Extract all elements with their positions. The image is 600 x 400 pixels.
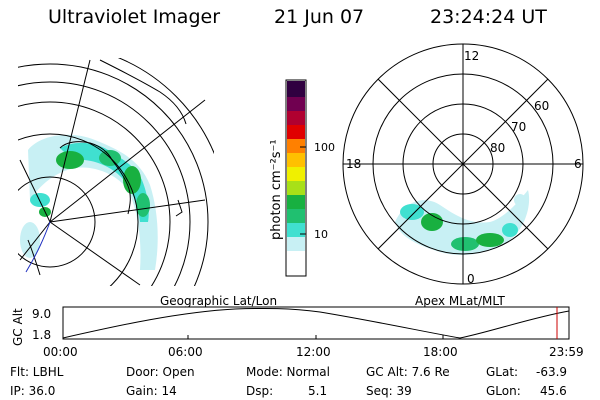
gc-alt-status: GC Alt: 7.6 Re <box>366 365 450 379</box>
mlt-label-6: 6 <box>574 157 582 171</box>
svg-text:10: 10 <box>314 228 328 241</box>
svg-text:00:00: 00:00 <box>43 345 78 359</box>
svg-text:18:00: 18:00 <box>423 345 458 359</box>
instrument-title: Ultraviolet Imager <box>48 6 221 28</box>
altitude-tick-9: 9.0 <box>32 307 51 321</box>
svg-text:9.0: 9.0 <box>32 307 51 321</box>
svg-text:Apex MLat/MLT: Apex MLat/MLT <box>415 294 505 308</box>
gain-status: Gain: 14 <box>126 384 177 398</box>
altitude-tick-1-8: 1.8 <box>32 328 51 342</box>
time-tick-00: 00:00 <box>43 345 78 359</box>
colorbar <box>285 79 307 277</box>
aurora-emission-left <box>20 134 158 270</box>
svg-text:12:00: 12:00 <box>296 345 331 359</box>
lat-label-80: 80 <box>490 141 505 155</box>
altitude-ylabel: GC Alt <box>11 308 25 346</box>
mlt-label-18: 18 <box>346 157 361 171</box>
aurora-emission-right <box>395 190 530 255</box>
svg-text:GC Alt: GC Alt <box>11 308 25 346</box>
satellite-track <box>25 221 51 273</box>
svg-text:6: 6 <box>574 157 582 171</box>
svg-text:23:59: 23:59 <box>549 345 584 359</box>
svg-text:12: 12 <box>464 49 479 63</box>
right-map-caption: Apex MLat/MLT <box>415 294 505 308</box>
mode-status: Mode: Normal <box>246 365 330 379</box>
colorbar-tick-100: 100 <box>314 141 335 154</box>
svg-text:photon cm⁻²s⁻¹: photon cm⁻²s⁻¹ <box>269 139 284 240</box>
time-tick-end: 23:59 <box>549 345 584 359</box>
time-label: 23:24:24 UT <box>430 6 547 28</box>
latitude-circles <box>18 58 214 286</box>
svg-text:100: 100 <box>314 141 335 154</box>
glon-label: GLon: <box>486 384 521 398</box>
polar-map <box>342 43 584 285</box>
time-tick-18: 18:00 <box>423 345 458 359</box>
colorbar-unit-label: photon cm⁻²s⁻¹ <box>269 139 284 240</box>
svg-text:06:00: 06:00 <box>168 345 203 359</box>
geographic-map <box>18 58 214 286</box>
lat-label-70: 70 <box>511 120 526 134</box>
coastline <box>27 59 187 276</box>
svg-text:0: 0 <box>467 272 475 286</box>
svg-text:70: 70 <box>511 120 526 134</box>
dsp-label: Dsp: <box>246 384 274 398</box>
lat-label-60: 60 <box>534 99 549 113</box>
dsp-value: 5.1 <box>308 384 328 398</box>
filter-status: Flt: LBHL <box>10 365 64 379</box>
glon-value: 45.6 <box>540 384 567 398</box>
colorbar-tick-10: 10 <box>314 228 328 241</box>
glat-label: GLat: <box>486 365 519 379</box>
mlt-label-12: 12 <box>464 49 479 63</box>
door-status: Door: Open <box>126 365 195 379</box>
glat-value: -63.9 <box>536 365 568 379</box>
altitude-curve <box>62 307 570 339</box>
time-tick-12: 12:00 <box>296 345 331 359</box>
polar-mlt-lines <box>343 44 583 284</box>
svg-text:1.8: 1.8 <box>32 328 51 342</box>
date-label: 21 Jun 07 <box>274 6 365 28</box>
svg-text:18: 18 <box>346 157 361 171</box>
svg-text:60: 60 <box>534 99 549 113</box>
svg-text:Geographic Lat/Lon: Geographic Lat/Lon <box>160 294 277 308</box>
svg-text:80: 80 <box>490 141 505 155</box>
left-map-caption: Geographic Lat/Lon <box>160 294 277 308</box>
ip-status: IP: 36.0 <box>10 384 56 398</box>
seq-status: Seq: 39 <box>366 384 412 398</box>
mlt-label-0: 0 <box>467 272 475 286</box>
time-tick-06: 06:00 <box>168 345 203 359</box>
altitude-strip <box>62 306 570 340</box>
